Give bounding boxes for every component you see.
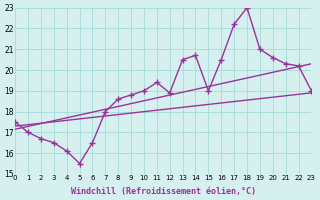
X-axis label: Windchill (Refroidissement éolien,°C): Windchill (Refroidissement éolien,°C) — [71, 187, 256, 196]
